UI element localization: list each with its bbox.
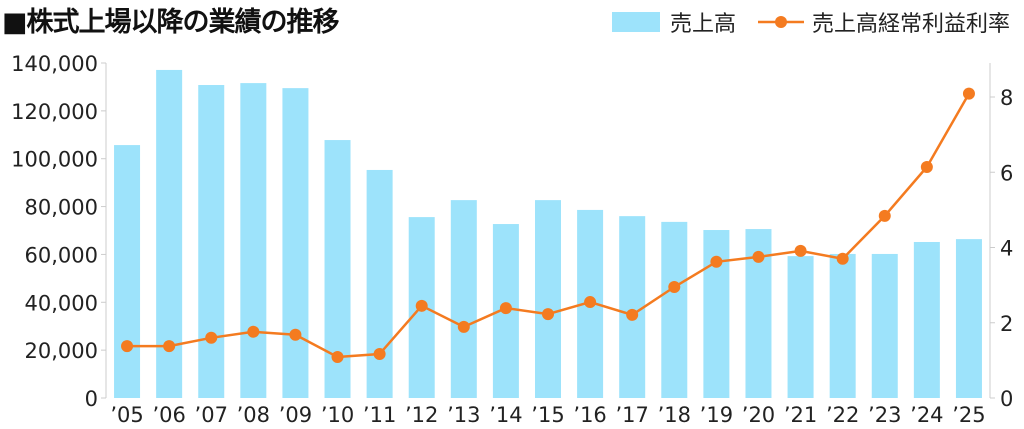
- margin-point: [710, 255, 723, 268]
- left-tick-label: 40,000: [25, 291, 98, 315]
- sales-bar: [829, 253, 856, 398]
- x-tick-label: ’24: [910, 403, 943, 427]
- margin-point: [626, 308, 639, 321]
- margin-point: [205, 331, 218, 344]
- legend-label: 売上高: [670, 12, 737, 37]
- chart-title: ■株式上場以降の業績の推移: [2, 7, 340, 38]
- x-tick-label: ’23: [868, 403, 901, 427]
- right-tick-label: 0: [1000, 387, 1013, 411]
- x-tick-label: ’12: [405, 403, 438, 427]
- legend-label: 売上高経常利益利率: [812, 12, 1011, 37]
- sales-bar: [114, 145, 141, 398]
- margin-point: [962, 87, 975, 100]
- left-tick-label: 60,000: [25, 243, 98, 267]
- legend-line-swatch: [758, 16, 804, 28]
- x-tick-label: ’09: [279, 403, 312, 427]
- margin-point: [752, 250, 765, 263]
- sales-bar: [787, 256, 814, 398]
- x-tick-label: ’10: [321, 403, 354, 427]
- sales-bar: [535, 200, 561, 398]
- margin-point: [457, 320, 470, 333]
- margin-point: [920, 160, 933, 173]
- x-tick-label: ’21: [784, 403, 817, 427]
- sales-bar: [661, 221, 688, 398]
- left-tick-label: 120,000: [11, 100, 98, 124]
- x-tick-label: ’18: [658, 403, 691, 427]
- margin-point: [878, 209, 891, 222]
- left-tick-label: 0: [85, 387, 98, 411]
- margin-point: [331, 350, 344, 363]
- sales-bar: [871, 253, 898, 398]
- legend-bar-swatch: [612, 12, 660, 32]
- margin-point: [247, 325, 260, 338]
- margin-point: [373, 347, 386, 360]
- x-tick-label: ’16: [573, 403, 606, 427]
- margin-point: [836, 252, 849, 265]
- x-tick-label: ’11: [363, 403, 396, 427]
- right-tick-label: 8: [1000, 86, 1013, 110]
- x-tick-label: ’20: [742, 403, 775, 427]
- sales-bar: [240, 83, 267, 398]
- legend-item-sales: 売上高: [612, 6, 736, 38]
- left-tick-label: 80,000: [25, 196, 98, 220]
- margin-point: [794, 244, 807, 257]
- x-tick-label: ’22: [826, 403, 859, 427]
- x-tick-label: ’13: [447, 403, 480, 427]
- sales-bar: [198, 85, 225, 398]
- legend-item-margin: 売上高経常利益利率: [758, 6, 1010, 38]
- left-tick-label: 20,000: [25, 339, 98, 363]
- sales-bar: [955, 239, 982, 398]
- x-tick-label: ’17: [615, 403, 648, 427]
- margin-point: [542, 308, 554, 321]
- margin-point: [289, 328, 302, 341]
- x-tick-label: ’07: [195, 403, 228, 427]
- left-tick-label: 140,000: [11, 52, 98, 76]
- margin-point: [499, 302, 512, 315]
- margin-point: [584, 296, 597, 309]
- right-tick-label: 6: [1000, 161, 1013, 185]
- x-tick-label: ’25: [952, 403, 985, 427]
- x-tick-label: ’19: [700, 403, 733, 427]
- x-tick-label: ’05: [110, 403, 143, 427]
- right-tick-label: 2: [1000, 312, 1013, 336]
- right-tick-label: 4: [1000, 237, 1013, 261]
- x-tick-label: ’14: [489, 403, 522, 427]
- sales-bar: [366, 169, 393, 398]
- margin-point: [121, 340, 134, 353]
- left-tick-label: 100,000: [11, 148, 98, 172]
- margin-point: [415, 299, 428, 312]
- margin-point: [163, 340, 176, 353]
- sales-bar: [619, 216, 646, 398]
- x-tick-label: ’06: [152, 403, 185, 427]
- x-tick-label: ’15: [531, 403, 564, 427]
- x-tick-label: ’08: [237, 403, 270, 427]
- margin-point: [668, 281, 681, 294]
- sales-bar: [913, 241, 940, 398]
- sales-bar: [282, 88, 309, 398]
- sales-bar: [450, 200, 477, 398]
- sales-bar: [703, 230, 730, 398]
